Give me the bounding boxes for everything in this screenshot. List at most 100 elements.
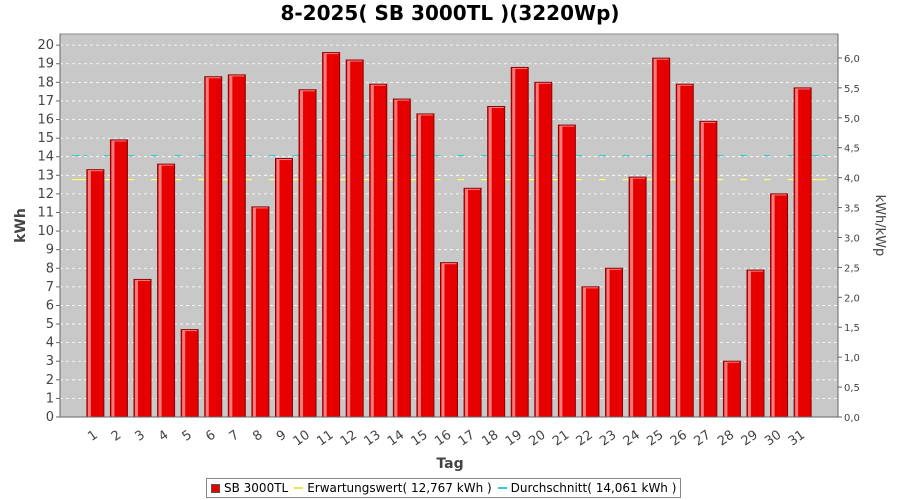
y-tick-label-right: 0,0 (844, 413, 860, 424)
x-tick-label: 21 (550, 428, 572, 450)
x-tick-label: 10 (291, 428, 313, 450)
axes (59, 34, 839, 418)
x-tick-label: 2 (109, 428, 124, 445)
chart-title: 8-2025( SB 3000TL )(3220Wp) (280, 1, 619, 25)
x-tick-label: 3 (132, 428, 147, 445)
x-tick-label: 8 (250, 428, 265, 445)
y-tick-label-right: 5,5 (844, 84, 860, 95)
bar-highlight (417, 114, 421, 418)
y-tick-label: 3 (46, 354, 54, 369)
x-tick-label: 25 (644, 428, 666, 450)
y-tick-label: 1 (46, 391, 54, 406)
bar-highlight (111, 140, 115, 418)
x-axis-label: Tag (436, 456, 463, 472)
y-tick-label: 16 (37, 113, 54, 128)
y-axis-label: kWh (13, 208, 29, 243)
x-tick-label: 29 (739, 428, 761, 450)
x-tick-label: 12 (338, 428, 360, 450)
bar-highlight (700, 122, 704, 418)
bar-highlight (653, 59, 657, 418)
y-tick-label: 18 (37, 75, 54, 90)
y-tick-label-right: 6,0 (844, 54, 860, 65)
x-tick-label: 14 (385, 428, 407, 450)
bar-highlight (630, 178, 634, 417)
y-tick-label: 17 (37, 94, 54, 109)
legend-label-average: Durchschnitt( 14,061 kWh ) (510, 481, 677, 495)
bars (86, 52, 812, 418)
bar-highlight (205, 77, 209, 417)
bar-highlight (677, 85, 681, 417)
y-tick-label: 2 (46, 373, 54, 388)
y-tick-label: 5 (46, 317, 54, 332)
y-tick-label-right: 3,0 (844, 233, 860, 244)
y-tick-label: 7 (46, 280, 54, 295)
bar-highlight (394, 100, 398, 417)
x-tick-label: 5 (180, 428, 195, 445)
y-tick-label: 12 (37, 187, 54, 202)
x-tick-label: 30 (762, 428, 784, 450)
y-tick-label: 15 (37, 131, 54, 146)
bar-highlight (771, 194, 775, 417)
x-tick-label: 18 (479, 428, 501, 450)
y-tick-label: 0 (46, 410, 54, 425)
bar-highlight (158, 165, 162, 417)
y-tick-label-right: 3,5 (844, 204, 860, 215)
x-tick-label: 22 (574, 428, 596, 450)
y-tick-label-right: 1,0 (844, 353, 860, 364)
y-tick-label: 9 (46, 243, 54, 258)
bar-highlight (559, 126, 563, 418)
y-tick-label: 10 (37, 224, 54, 239)
y-tick-label-right: 2,5 (844, 263, 860, 274)
x-tick-label: 17 (456, 428, 478, 450)
x-tick-label: 19 (503, 428, 525, 450)
x-tick-label: 26 (668, 428, 690, 450)
reference-lines (71, 154, 827, 181)
y-tick-label: 14 (37, 150, 54, 165)
bar-highlight (87, 170, 91, 417)
legend-item-expected: Erwartungswert( 12,767 kWh ) (294, 481, 492, 495)
legend-swatch-expected (294, 487, 304, 489)
bar-highlight (276, 159, 280, 417)
bar-highlight (441, 263, 445, 417)
bar-highlight (135, 280, 139, 417)
x-tick-label: 27 (691, 428, 713, 450)
bar-highlight (370, 85, 374, 417)
y-tick-label: 11 (37, 205, 54, 220)
bar-highlight (300, 90, 304, 417)
bar-highlight (465, 189, 469, 417)
y-tick-label-right: 2,0 (844, 293, 860, 304)
y-tick-label: 13 (37, 168, 54, 183)
legend-item-series: SB 3000TL (211, 481, 288, 495)
legend-swatch-average (497, 487, 507, 489)
y-tick-label-right: 1,5 (844, 323, 860, 334)
bar-highlight (182, 330, 186, 417)
y-axis-label-right: kWh/kWp (872, 195, 887, 257)
x-tick-label: 9 (274, 428, 289, 445)
y-tick-label: 4 (46, 336, 54, 351)
legend-swatch-series (211, 483, 220, 493)
bar-highlight (606, 269, 610, 417)
x-tick-label: 7 (227, 428, 242, 445)
x-tick-label: 13 (361, 428, 383, 450)
x-tick-label: 4 (156, 428, 171, 445)
y-tick-label: 19 (37, 57, 54, 72)
bar-highlight (582, 287, 586, 417)
bar-highlight (535, 83, 539, 417)
x-tick-label: 20 (526, 428, 548, 450)
y-tick-label-right: 5,0 (844, 114, 860, 125)
y-tick-label: 20 (37, 38, 54, 53)
x-tick-label: 1 (85, 428, 100, 445)
x-tick-label: 15 (409, 428, 431, 450)
x-tick-label: 23 (597, 428, 619, 450)
x-tick-label: 24 (621, 428, 643, 450)
y-tick-label: 6 (46, 298, 54, 313)
bar-highlight (488, 107, 492, 418)
x-tick-label: 11 (314, 428, 336, 450)
x-tick-label: 28 (715, 428, 737, 450)
x-ticks: 1 2 3 4 5 6 7 8 9 10 11 12 13 14 15 16 17 18 19 20 21 22 23 24 2… (85, 428, 808, 450)
bar-highlight (512, 68, 516, 418)
legend: SB 3000TL Erwartungswert( 12,767 kWh ) D… (206, 478, 682, 498)
x-tick-label: 31 (786, 428, 808, 450)
y-tick-label: 8 (46, 261, 54, 276)
